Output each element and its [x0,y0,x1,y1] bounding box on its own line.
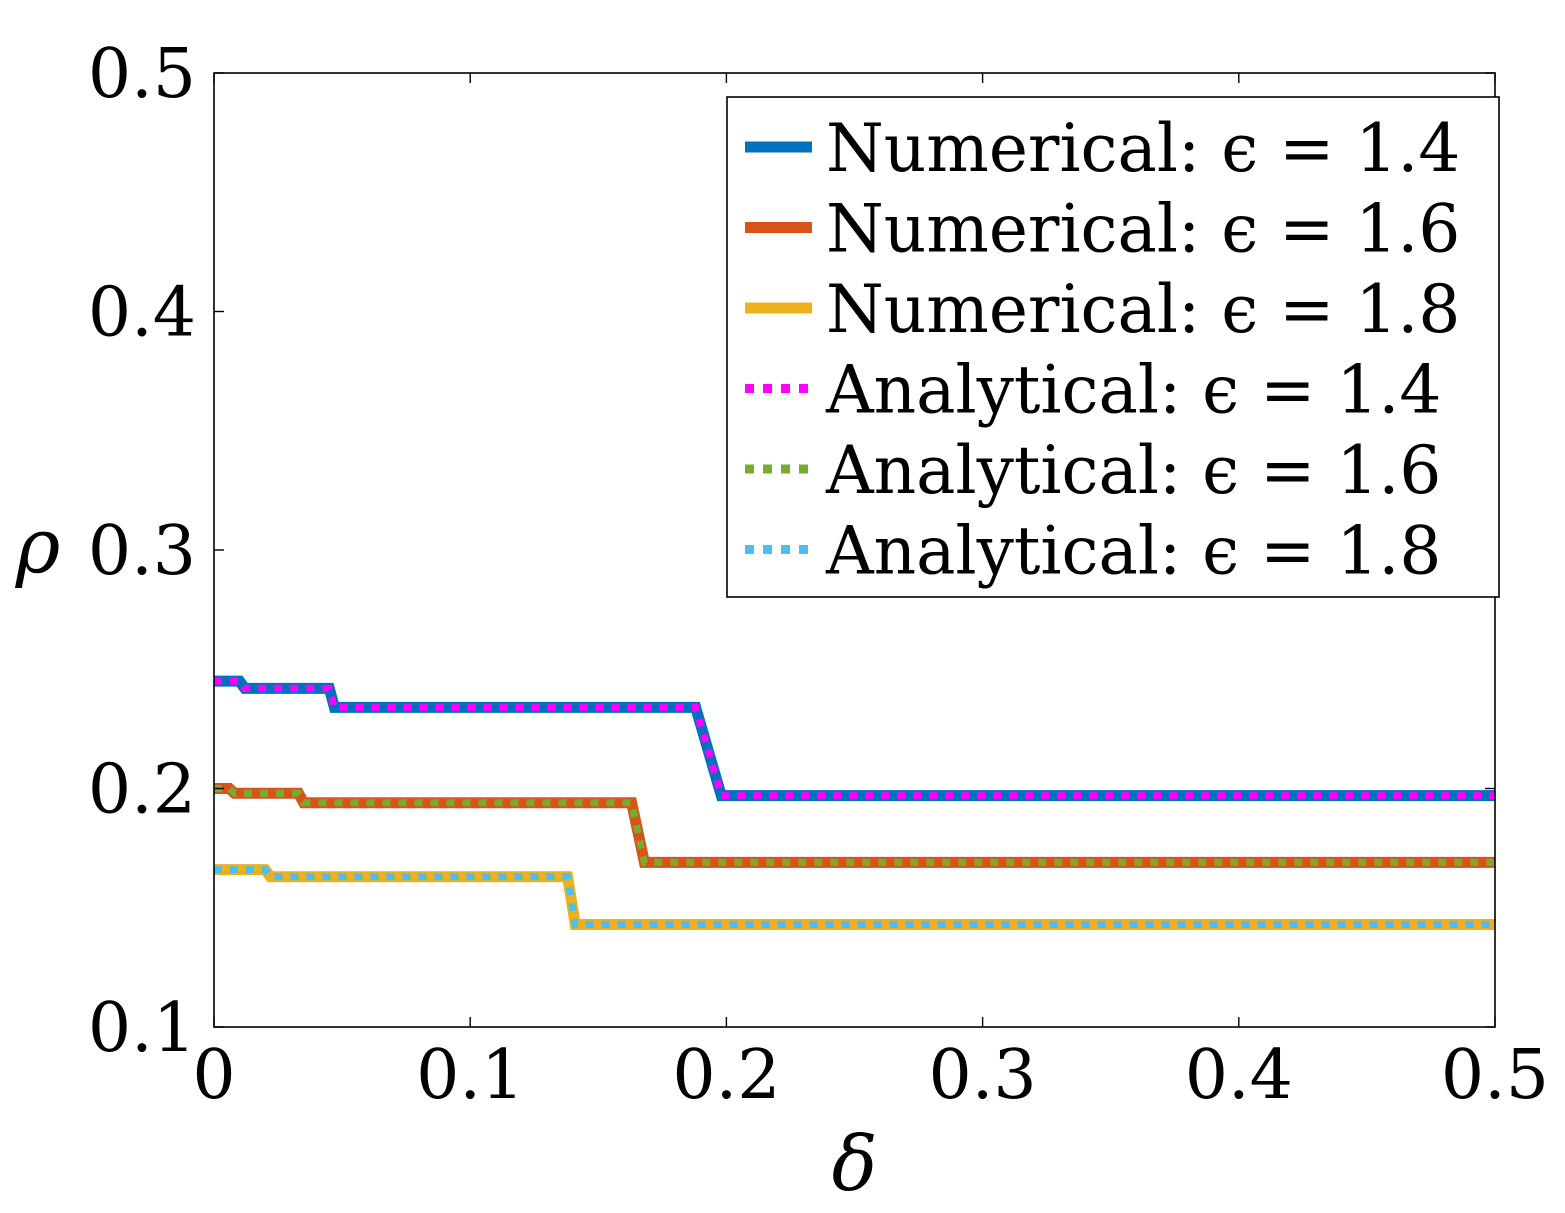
x-tick-label: 0 [192,1036,235,1115]
legend-label-5: Analytical: ϵ = 1.6 [825,432,1441,509]
x-tick-label: 0.3 [929,1036,1037,1115]
x-tick-label: 0.4 [1185,1036,1293,1115]
series-layer [214,675,1495,930]
legend-label-2: Numerical: ϵ = 1.6 [826,191,1460,268]
series-line-4 [214,677,1495,800]
legend-label-3: Numerical: ϵ = 1.8 [826,271,1460,348]
legend-label-1: Numerical: ϵ = 1.4 [826,110,1460,187]
y-tick-label: 0.5 [88,35,196,114]
legend-box [726,96,1500,598]
series-line-6 [214,866,1495,928]
x-axis-title: δ [832,1119,878,1208]
y-tick-label: 0.4 [88,274,196,353]
legend-label-6: Analytical: ϵ = 1.8 [825,513,1441,590]
axis-ticks: 0 0.1 0.2 0.3 0.4 0.50.10.20.30.40.5 [88,35,1549,1115]
x-tick-label: 0.5 [1441,1036,1549,1115]
y-tick-label: 0.2 [88,751,196,830]
x-tick-label: 0.2 [672,1036,780,1115]
y-tick-label: 0.3 [88,512,196,591]
series-line-5 [214,785,1495,866]
x-tick-label: 0.1 [416,1036,524,1115]
y-tick-label: 0.1 [88,989,196,1068]
y-axis-title: ρ [15,501,61,590]
legend-label-4: Analytical: ϵ = 1.4 [825,352,1441,429]
